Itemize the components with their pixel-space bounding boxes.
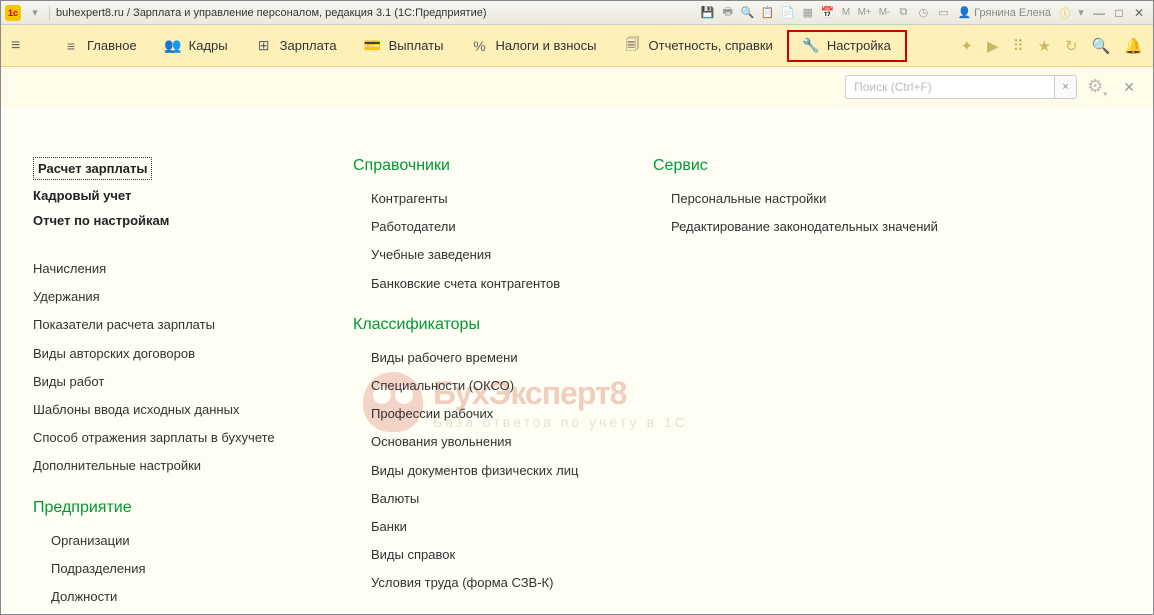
- link-item[interactable]: Дополнительные настройки: [33, 452, 313, 480]
- link-item[interactable]: Удержания: [33, 283, 313, 311]
- link-icon[interactable]: ⧉: [895, 5, 911, 21]
- column-3: Сервис Персональные настройкиРедактирова…: [653, 157, 983, 611]
- nav-icon: 👥: [165, 38, 181, 54]
- link-item[interactable]: Условия труда (форма СЗВ-К): [353, 569, 613, 597]
- maximize-button[interactable]: □: [1109, 5, 1129, 21]
- navbar-right: ✦ ▶ ⠿ ★ ↻ 🔍 🔔: [960, 37, 1143, 55]
- user-label[interactable]: 👤Грянина Елена: [957, 6, 1051, 19]
- link-item[interactable]: Виды документов физических лиц: [353, 457, 613, 485]
- link-item[interactable]: Подразделения: [33, 555, 313, 583]
- paste-icon[interactable]: 📄: [780, 5, 796, 21]
- toolbar-icons: 💾 🖶 🔍 📋 📄 ▦ 📅 M M+ M- ⧉ ◷ ▭: [700, 5, 952, 21]
- link-item[interactable]: Основания увольнения: [353, 428, 613, 456]
- link-item[interactable]: Работодатели: [353, 213, 613, 241]
- section-directories[interactable]: Справочники: [353, 157, 613, 175]
- nav-icon: 🗐: [625, 38, 641, 54]
- search-clear-button[interactable]: ×: [1055, 75, 1077, 99]
- section-service[interactable]: Сервис: [653, 157, 983, 175]
- panel-close-button[interactable]: ✕: [1123, 79, 1135, 96]
- preview-icon[interactable]: 🔍: [740, 5, 756, 21]
- star-icon[interactable]: ★: [1038, 37, 1051, 55]
- link-item[interactable]: Контрагенты: [353, 185, 613, 213]
- link-item[interactable]: Показатели расчета зарплаты: [33, 311, 313, 339]
- link-item[interactable]: Должности: [33, 583, 313, 611]
- nav-item-5[interactable]: 🗐 Отчетность, справки: [611, 30, 787, 62]
- link-settings-report[interactable]: Отчет по настройкам: [33, 208, 313, 233]
- nav-item-1[interactable]: 👥 Кадры: [151, 30, 242, 62]
- nav-label: Кадры: [189, 38, 228, 53]
- minimize-button[interactable]: —: [1089, 5, 1109, 21]
- titlebar: 1c ▾ buhexpert8.ru / Зарплата и управлен…: [1, 1, 1153, 25]
- column-1: Расчет зарплаты Кадровый учет Отчет по н…: [33, 157, 313, 611]
- dropdown-icon[interactable]: ▾: [27, 5, 43, 21]
- nav-icon: 🔧: [803, 38, 819, 54]
- link-item[interactable]: Шаблоны ввода исходных данных: [33, 396, 313, 424]
- nav-label: Главное: [87, 38, 137, 53]
- close-button[interactable]: ✕: [1129, 5, 1149, 21]
- nav-icon: ⊞: [256, 38, 272, 54]
- nav-item-3[interactable]: 💳 Выплаты: [351, 30, 458, 62]
- subbar: × ⚙▾ ✕: [1, 67, 1153, 107]
- link-item[interactable]: Начисления: [33, 255, 313, 283]
- burger-icon[interactable]: ≡: [11, 37, 35, 55]
- app-logo: 1c: [5, 5, 21, 21]
- nav-icon: %: [471, 38, 487, 54]
- nav-item-0[interactable]: ≡ Главное: [49, 30, 151, 62]
- link-item[interactable]: Специальности (ОКСО): [353, 372, 613, 400]
- window-title: buhexpert8.ru / Зарплата и управление пе…: [56, 7, 487, 19]
- link-item[interactable]: Виды работ: [33, 368, 313, 396]
- abc-icon[interactable]: ▭: [935, 5, 951, 21]
- link-item[interactable]: Банки: [353, 513, 613, 541]
- link-item[interactable]: Учебные заведения: [353, 241, 613, 269]
- link-item[interactable]: Организации: [33, 527, 313, 555]
- forward-icon[interactable]: ▶: [987, 37, 999, 55]
- info-dropdown-icon[interactable]: ▾: [1073, 5, 1089, 21]
- search-icon[interactable]: 🔍: [1092, 37, 1111, 55]
- link-personnel[interactable]: Кадровый учет: [33, 183, 313, 208]
- history-icon[interactable]: ↻: [1065, 37, 1078, 55]
- copy-icon[interactable]: 📋: [760, 5, 776, 21]
- nav-item-4[interactable]: % Налоги и взносы: [457, 30, 610, 62]
- nav-item-2[interactable]: ⊞ Зарплата: [242, 30, 351, 62]
- link-item[interactable]: Виды рабочего времени: [353, 344, 613, 372]
- gear-small-icon[interactable]: ✦: [960, 37, 973, 55]
- nav-label: Налоги и взносы: [495, 38, 596, 53]
- save-icon[interactable]: 💾: [700, 5, 716, 21]
- calendar-icon[interactable]: 📅: [820, 5, 836, 21]
- print-icon[interactable]: 🖶: [720, 5, 736, 21]
- grid-icon[interactable]: ▦: [800, 5, 816, 21]
- section-classifiers[interactable]: Классификаторы: [353, 316, 613, 334]
- link-item[interactable]: Виды справок: [353, 541, 613, 569]
- m-minus-icon[interactable]: M-: [877, 5, 892, 21]
- m-icon[interactable]: M: [840, 5, 852, 21]
- nav-icon: ≡: [63, 38, 79, 54]
- link-payroll-calc[interactable]: Расчет зарплаты: [33, 157, 152, 180]
- navbar: ≡ ≡ Главное 👥 Кадры ⊞ Зарплата 💳 Выплаты% Налоги…: [1, 25, 1153, 67]
- bell-icon[interactable]: 🔔: [1124, 37, 1143, 55]
- link-item[interactable]: Банковские счета контрагентов: [353, 270, 613, 298]
- section-enterprise[interactable]: Предприятие: [33, 499, 313, 517]
- settings-gear-icon[interactable]: ⚙▾: [1087, 76, 1107, 99]
- nav-label: Настройка: [827, 38, 891, 53]
- info-icon[interactable]: ⓘ: [1057, 5, 1073, 21]
- nav-label: Выплаты: [389, 38, 444, 53]
- m-plus-icon[interactable]: M+: [856, 5, 873, 21]
- link-item[interactable]: Профессии рабочих: [353, 400, 613, 428]
- link-item[interactable]: Способ отражения зарплаты в бухучете: [33, 424, 313, 452]
- search-input[interactable]: [845, 75, 1055, 99]
- column-2: Справочники КонтрагентыРаботодателиУчебн…: [353, 157, 613, 611]
- link-item[interactable]: Персональные настройки: [653, 185, 983, 213]
- nav-icon: 💳: [365, 38, 381, 54]
- nav-item-6[interactable]: 🔧 Настройка: [787, 30, 907, 62]
- apps-icon[interactable]: ⠿: [1013, 37, 1024, 55]
- content-area: БухЭксперт8 База ответов по учёту в 1С Р…: [3, 107, 1151, 612]
- link-item[interactable]: Валюты: [353, 485, 613, 513]
- clock-icon[interactable]: ◷: [915, 5, 931, 21]
- link-item[interactable]: Редактирование законодательных значений: [653, 213, 983, 241]
- search-wrap: ×: [845, 75, 1077, 99]
- link-item[interactable]: Виды авторских договоров: [33, 340, 313, 368]
- nav-label: Отчетность, справки: [649, 38, 773, 53]
- nav-label: Зарплата: [280, 38, 337, 53]
